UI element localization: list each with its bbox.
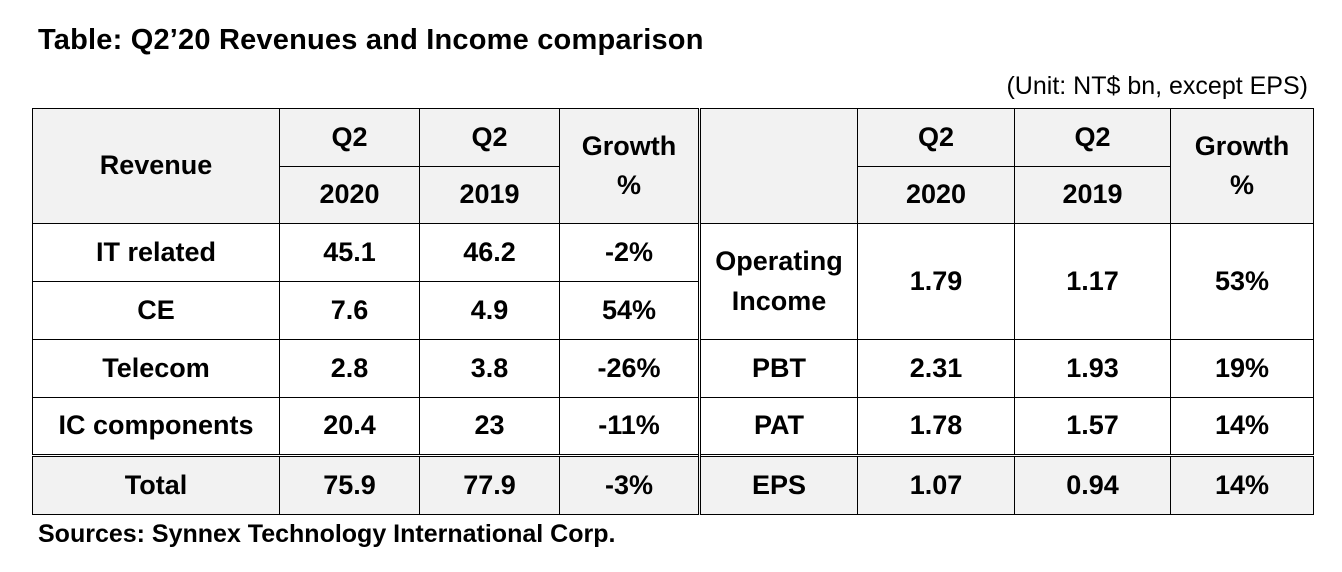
right-header-q2-2020: Q2	[857, 108, 1015, 167]
revenue-q2-2020: 2.8	[279, 339, 420, 398]
header-row-top: Revenue Q2 Q2 Growth % Q2 Q2 Growth %	[32, 108, 1314, 224]
income-q2-2019: 1.57	[1014, 397, 1171, 456]
header-year-2019: 2019	[419, 166, 560, 224]
table-row: CE 7.6 4.9 54%	[32, 281, 1314, 340]
revenue-label: IC components	[32, 397, 280, 456]
eps-q2-2020: 1.07	[857, 454, 1015, 515]
total-q2-2019: 77.9	[419, 454, 560, 515]
revenue-label: Telecom	[32, 339, 280, 398]
right-growth-header-line2: %	[1229, 170, 1254, 200]
right-growth-header-line1: Growth	[1194, 130, 1290, 161]
revenue-q2-2020: 20.4	[279, 397, 420, 456]
table-row: IT related 45.1 46.2 -2% Operating Incom…	[32, 223, 1314, 340]
revenue-growth: -11%	[559, 397, 701, 456]
eps-growth: 14%	[1170, 454, 1314, 515]
revenue-header: Revenue	[32, 108, 280, 224]
income-label: Operating Income	[699, 223, 858, 340]
growth-header-line2: %	[616, 170, 641, 200]
right-header-year-2020: 2020	[857, 166, 1015, 224]
income-q2-2020: 1.78	[857, 397, 1015, 456]
total-row: Total 75.9 77.9 -3% EPS 1.07 0.94 14%	[32, 454, 1314, 515]
eps-q2-2019: 0.94	[1014, 454, 1171, 515]
right-header-q2-2019: Q2	[1014, 108, 1171, 167]
income-label: PBT	[699, 339, 858, 398]
header-q2-2020: Q2	[279, 108, 420, 167]
income-growth: 53%	[1170, 223, 1314, 340]
revenue-growth: -2%	[559, 223, 701, 282]
table-row: Telecom 2.8 3.8 -26% PBT 2.31 1.93 19%	[32, 339, 1314, 398]
revenue-growth: 54%	[559, 281, 701, 340]
unit-note: (Unit: NT$ bn, except EPS)	[1006, 72, 1308, 100]
total-growth: -3%	[559, 454, 701, 515]
revenue-q2-2020: 7.6	[279, 281, 420, 340]
total-q2-2020: 75.9	[279, 454, 420, 515]
income-q2-2020: 1.79	[857, 223, 1015, 340]
revenue-q2-2019: 23	[419, 397, 560, 456]
revenue-q2-2019: 4.9	[419, 281, 560, 340]
comparison-table: Revenue Q2 Q2 Growth % Q2 Q2 Growth % 20…	[32, 108, 1314, 515]
income-q2-2020: 2.31	[857, 339, 1015, 398]
right-growth-header: Growth %	[1170, 108, 1314, 224]
income-q2-2019: 1.93	[1014, 339, 1171, 398]
growth-header-line1: Growth	[581, 130, 677, 161]
revenue-q2-2019: 3.8	[419, 339, 560, 398]
income-header-blank	[699, 108, 858, 224]
income-label-line2: Income	[731, 285, 827, 316]
right-header-year-2019: 2019	[1014, 166, 1171, 224]
income-growth: 14%	[1170, 397, 1314, 456]
eps-label: EPS	[699, 454, 858, 515]
income-growth: 19%	[1170, 339, 1314, 398]
income-q2-2019: 1.17	[1014, 223, 1171, 340]
header-year-2020: 2020	[279, 166, 420, 224]
header-q2-2019: Q2	[419, 108, 560, 167]
revenue-label: IT related	[32, 223, 280, 282]
growth-header: Growth %	[559, 108, 701, 224]
income-label: PAT	[699, 397, 858, 456]
revenue-growth: -26%	[559, 339, 701, 398]
page-title: Table: Q2’20 Revenues and Income compari…	[38, 24, 704, 56]
total-label: Total	[32, 454, 280, 515]
income-label-line1: Operating	[715, 246, 843, 277]
table-row: IC components 20.4 23 -11% PAT 1.78 1.57…	[32, 397, 1314, 456]
revenue-q2-2019: 46.2	[419, 223, 560, 282]
revenue-label: CE	[32, 281, 280, 340]
sources-note: Sources: Synnex Technology International…	[38, 520, 616, 548]
revenue-q2-2020: 45.1	[279, 223, 420, 282]
header-row-bottom: 2020 2019 2020 2019	[33, 166, 1314, 224]
